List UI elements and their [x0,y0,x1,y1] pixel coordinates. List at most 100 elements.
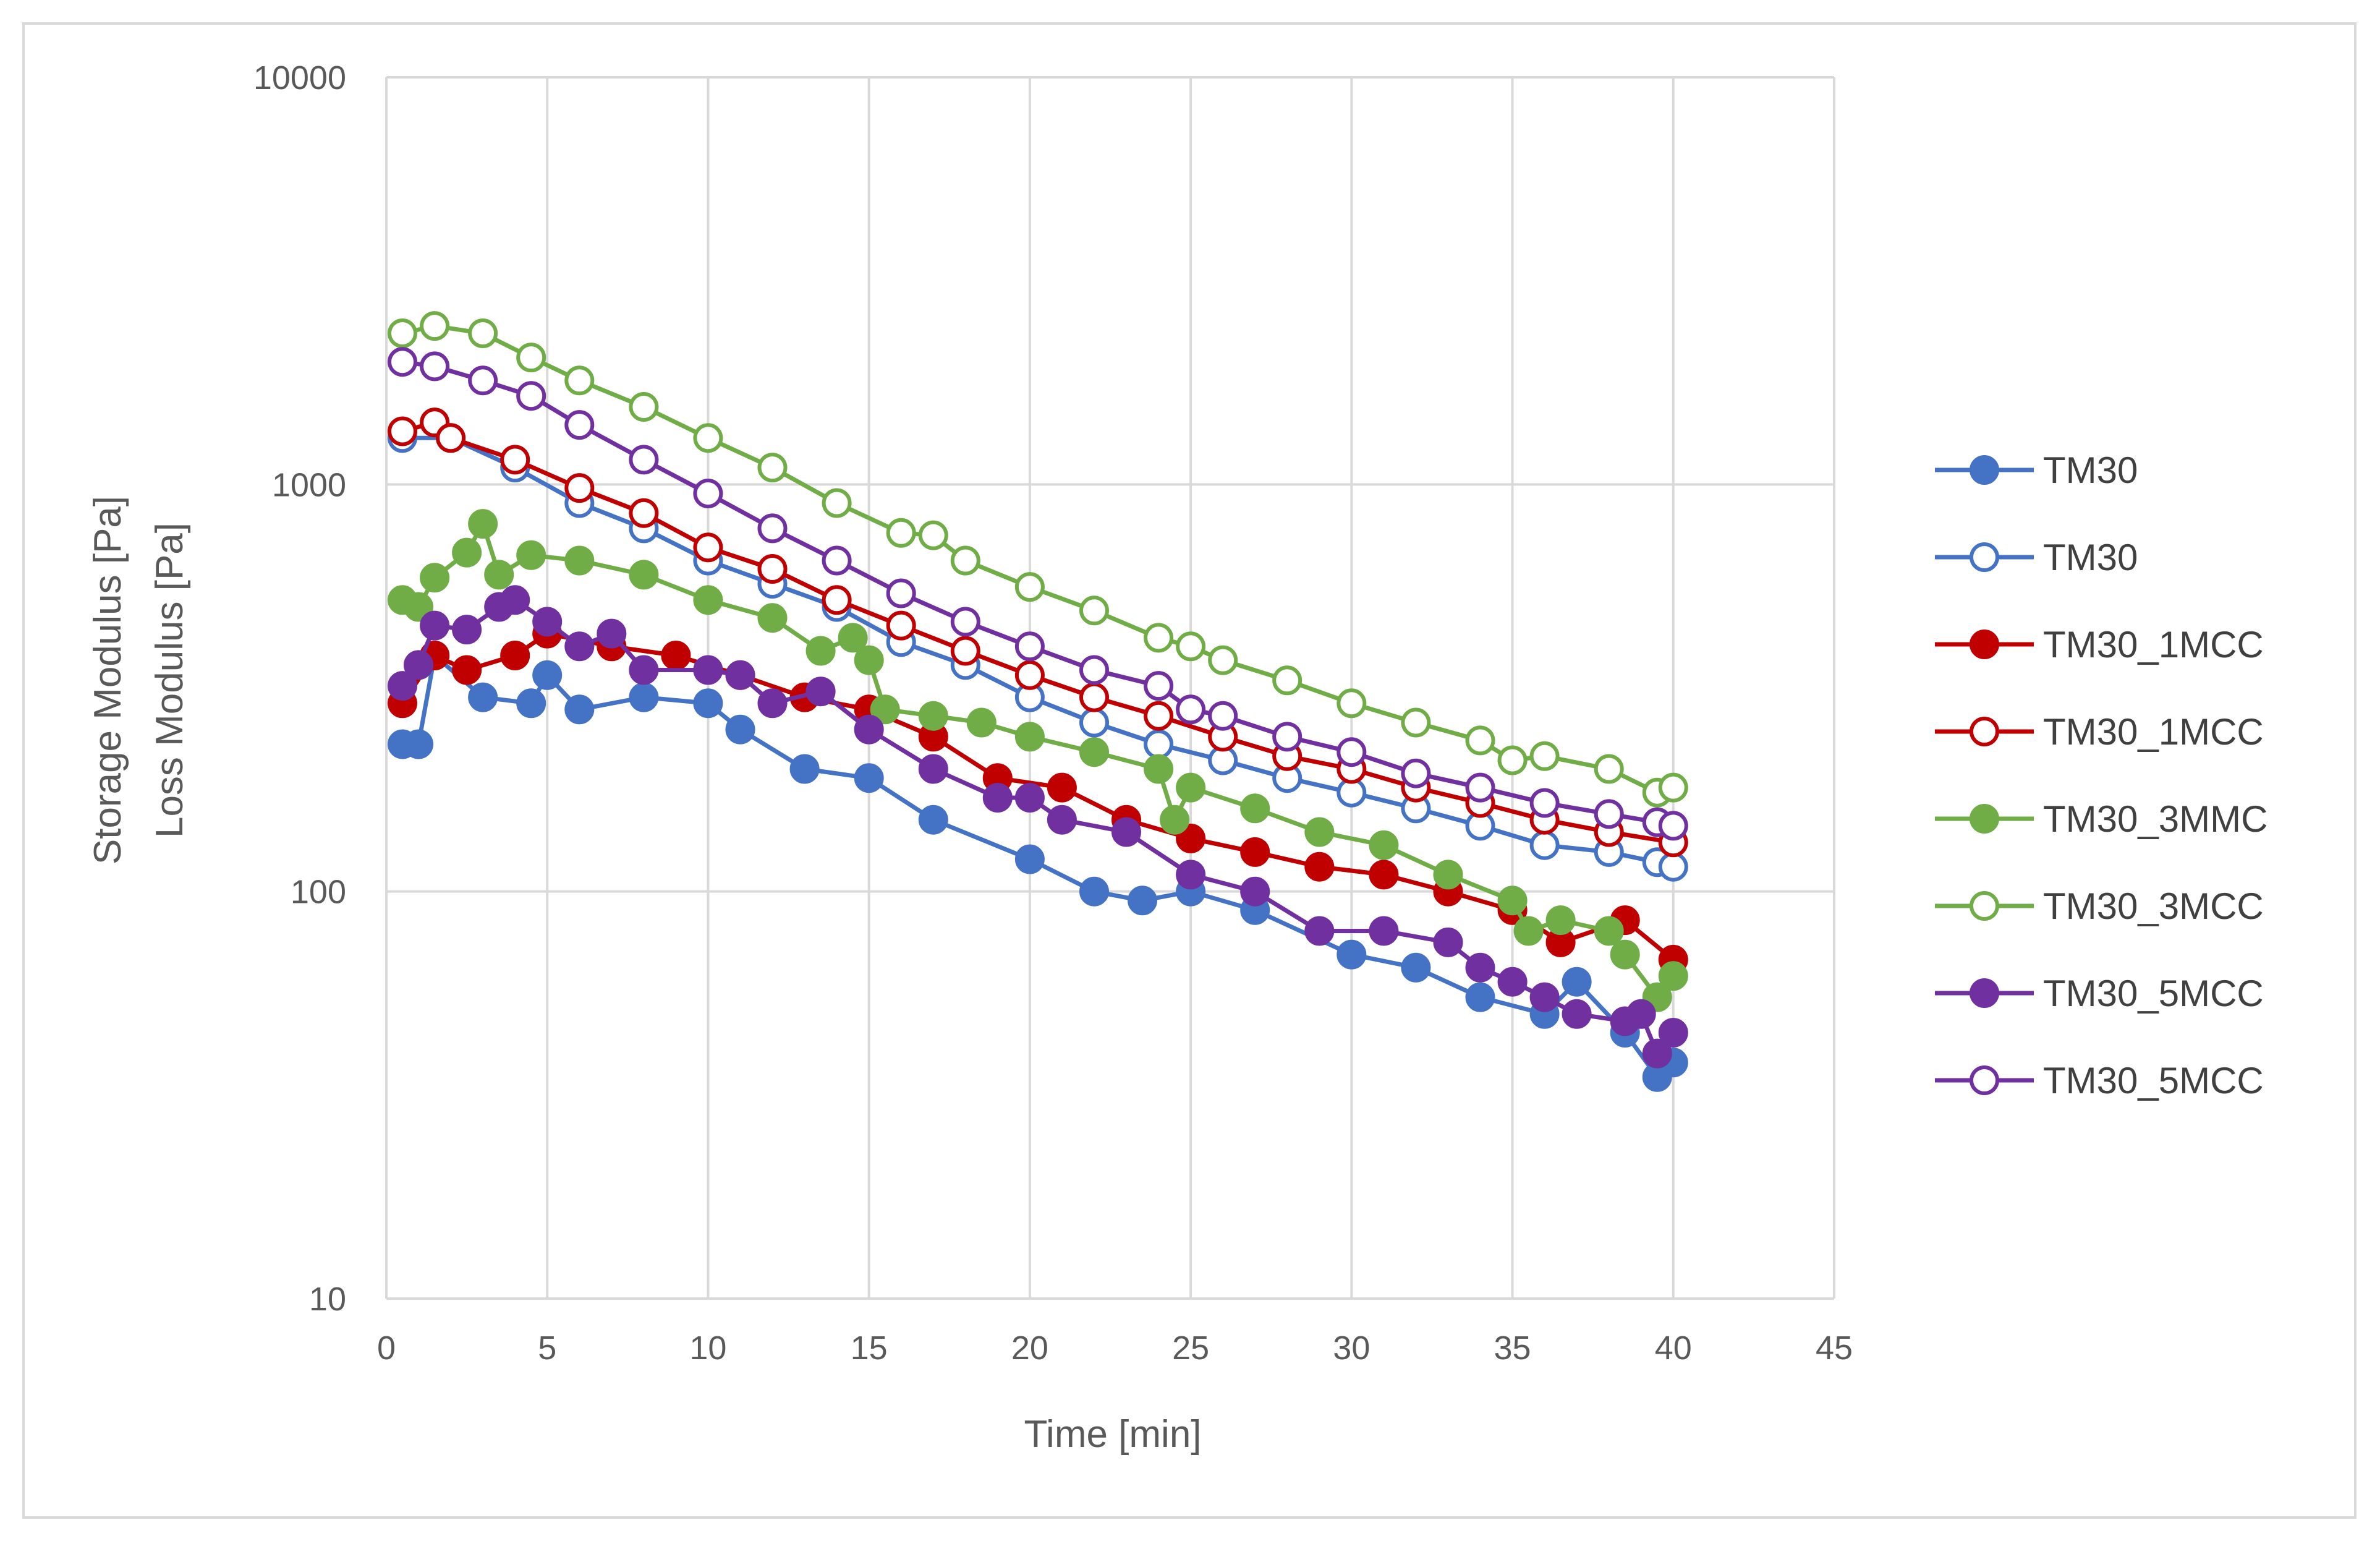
data-point [1014,631,1045,662]
series-tm30-3mcc-open [388,311,1688,808]
data-point [982,783,1013,813]
data-point [1658,1018,1688,1048]
data-point [693,532,723,563]
data-point [1079,876,1109,907]
legend-item: TM30 [1935,450,2138,491]
data-point [1642,1038,1672,1069]
data-point [1433,860,1463,890]
data-point [452,655,482,685]
x-tick-label: 20 [1011,1330,1048,1367]
data-point [1562,967,1592,997]
data-point [1208,645,1238,675]
data-point [1240,793,1270,824]
data-point [822,585,852,615]
data-point [1465,982,1495,1012]
legend-swatch-marker [1970,455,1999,485]
legend-item: TM30_3MMC [1935,798,2267,840]
data-point [516,688,546,719]
legend-item: TM30_5MCC [1935,973,2264,1014]
y-tick-label: 100 [291,874,346,911]
data-point [1176,772,1206,803]
data-point [516,381,546,411]
data-point [822,488,852,518]
data-point [452,537,482,568]
data-point [516,343,546,373]
data-point [388,416,417,446]
data-point [1337,688,1367,719]
series-layer [388,311,1688,1092]
data-point [1144,729,1174,759]
data-point [1304,916,1335,946]
data-point [500,445,530,475]
data-point [1497,967,1528,997]
data-point [661,641,691,670]
data-point [886,518,916,548]
data-point [388,671,417,701]
x-tick-label: 10 [689,1330,726,1367]
data-point [1128,886,1157,916]
data-point [564,473,595,503]
data-point [1079,737,1109,767]
data-point [1079,595,1109,626]
data-point [1144,623,1174,653]
data-point [1610,939,1640,970]
data-point [1529,982,1560,1012]
gridlines [385,76,1835,1300]
data-point [1658,852,1688,882]
legend-label: TM30_3MMC [2043,798,2267,840]
data-point [420,610,450,641]
data-point [1014,572,1045,602]
data-point [1594,754,1624,784]
data-point [1497,745,1528,775]
data-point [1240,876,1270,907]
data-point [1337,737,1367,767]
data-point [564,410,595,440]
data-point [789,754,820,784]
chart-frame [22,22,2357,1519]
data-point [1014,783,1045,813]
data-point [1562,999,1592,1029]
data-point [757,513,788,544]
data-point [629,445,659,475]
data-point [693,655,723,685]
data-point [1529,741,1560,771]
legend-item: TM30_5MCC [1935,1060,2264,1101]
y-tick-labels: 10 100 1000 10000 [253,59,346,1318]
series-tm30-5mcc-open [388,347,1688,841]
data-point [870,694,900,725]
legend-item: TM30 [1935,537,2138,578]
data-point [918,701,948,731]
data-point [629,682,659,712]
data-point [1529,788,1560,818]
data-point [757,554,788,584]
x-tick-labels: 0 5 10 15 20 25 30 35 40 45 [377,1330,1853,1367]
data-point [838,623,868,653]
data-point [420,351,450,382]
data-point [757,603,788,633]
data-point [1176,860,1206,890]
legend-swatch-marker [1970,1065,1999,1095]
data-point [1594,799,1624,829]
legend: TM30 TM30 TM30_1MCC TM30_1MCC TM30_3MMC TM30_… [1935,450,2267,1101]
data-point [468,365,498,396]
data-point [1401,707,1431,738]
data-point [805,636,836,666]
data-point [1208,701,1238,731]
legend-label: TM30_1MCC [2043,624,2264,665]
data-point [404,729,433,759]
data-point [532,607,563,637]
y-axis-title-storage: Storage Modulus [Pa] [87,496,129,864]
data-point [452,615,482,645]
data-point [1401,758,1431,788]
data-point [1160,805,1190,835]
data-point [629,392,659,422]
x-tick-label: 15 [851,1330,888,1367]
data-point [1079,707,1109,738]
data-point [950,545,980,576]
x-tick-label: 5 [538,1330,556,1367]
data-point [629,560,659,590]
data-point [500,641,530,670]
data-point [1176,694,1206,725]
data-point [1014,722,1045,752]
